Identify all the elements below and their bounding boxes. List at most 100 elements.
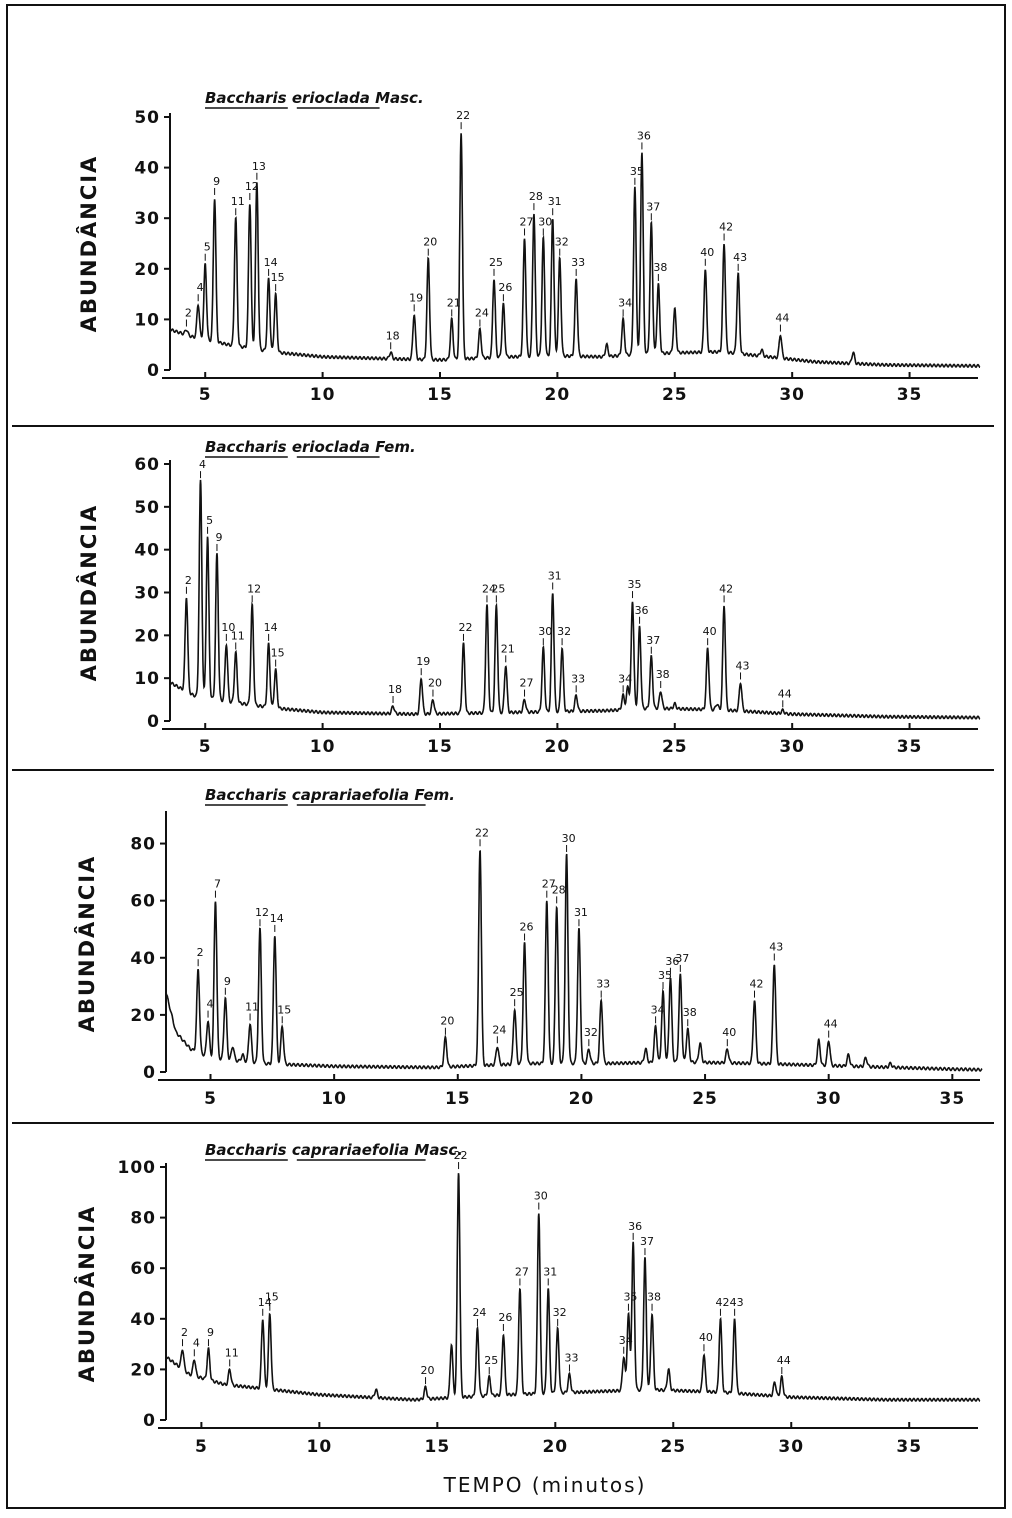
panel-4-peak-label: 15 bbox=[265, 1291, 279, 1304]
panel-4-peak-label: 20 bbox=[421, 1364, 435, 1377]
panel-1-y-tick-label: 40 bbox=[134, 159, 160, 179]
panel-2-y-tick-label: 0 bbox=[147, 712, 160, 732]
panel-2-peak-label: 19 bbox=[416, 655, 430, 668]
panel-4-peak-label: 2 bbox=[181, 1326, 188, 1339]
panel-4-peak-label: 9 bbox=[207, 1326, 214, 1339]
panel-1-peak-label: 25 bbox=[489, 256, 503, 269]
panel-1-peak-label: 22 bbox=[456, 109, 470, 122]
panel-1-title: Baccharis erioclada Masc. bbox=[205, 89, 424, 107]
panel-1-peak-label: 31 bbox=[548, 195, 562, 208]
panel-2-x-tick-label: 10 bbox=[310, 737, 336, 757]
panel-2-peak-label: 40 bbox=[703, 625, 717, 638]
panel-2-y-tick-label: 60 bbox=[134, 455, 160, 475]
panel-3-peak-label: 34 bbox=[651, 1003, 665, 1016]
panel-2-peak-label: 25 bbox=[491, 582, 505, 595]
panel-2-peak-label: 9 bbox=[215, 531, 222, 544]
panel-4-x-tick-label: 25 bbox=[660, 1437, 686, 1457]
panel-2-y-tick-label: 10 bbox=[134, 669, 160, 689]
panel-4-peak-label: 22 bbox=[454, 1149, 468, 1162]
panel-4-peak-label: 4 bbox=[193, 1336, 200, 1349]
panel-2-peak-label: 12 bbox=[247, 582, 261, 595]
panel-2-peak-label: 36 bbox=[635, 604, 649, 617]
panel-4-peak-label: 31 bbox=[543, 1265, 557, 1278]
panel-2-y-tick-label: 40 bbox=[134, 541, 160, 561]
panel-3-peak-label: 38 bbox=[683, 1006, 697, 1019]
panel-2-y-axis-label: ABUNDÂNCIA bbox=[76, 504, 101, 682]
panel-2-peak-label: 10 bbox=[221, 621, 235, 634]
panel-1-peak-label: 32 bbox=[555, 236, 569, 249]
panel-3-y-tick-label: 40 bbox=[130, 949, 156, 969]
panel-3-peak-label: 26 bbox=[520, 921, 534, 934]
panel-2-x-tick-label: 25 bbox=[662, 737, 688, 757]
panel-4-peak-label: 32 bbox=[553, 1306, 567, 1319]
panel-1-y-axis-label: ABUNDÂNCIA bbox=[76, 155, 101, 333]
panel-1-y-tick-label: 0 bbox=[147, 361, 160, 381]
panel-4-y-tick-label: 80 bbox=[130, 1209, 156, 1229]
panel-1-peak-label: 15 bbox=[271, 271, 285, 284]
panel-4-peak-label: 44 bbox=[777, 1354, 791, 1367]
panel-3-peak-label: 36 bbox=[665, 955, 679, 968]
panel-2-x-tick-label: 20 bbox=[545, 737, 571, 757]
panel-2-peak-label: 15 bbox=[271, 647, 285, 660]
panel-4-peak-label: 38 bbox=[647, 1291, 661, 1304]
panel-1-peak-label: 2 bbox=[185, 307, 192, 320]
panel-3-peak-label: 20 bbox=[440, 1015, 454, 1028]
panel-4-y-tick-label: 60 bbox=[130, 1259, 156, 1279]
panel-2-peak-label: 14 bbox=[264, 621, 278, 634]
panel-3-x-tick-label: 25 bbox=[692, 1089, 718, 1109]
panel-4-peak-label: 33 bbox=[564, 1351, 578, 1364]
panel-1-peak-label: 42 bbox=[719, 221, 733, 234]
panel-3-y-axis-label: ABUNDÂNCIA bbox=[74, 855, 99, 1033]
panel-1-peak-label: 11 bbox=[231, 195, 245, 208]
panel-4-y-axis-label: ABUNDÂNCIA bbox=[74, 1205, 99, 1383]
panel-2-peak-label: 31 bbox=[548, 570, 562, 583]
panel-4-peak-label: 11 bbox=[225, 1346, 239, 1359]
panel-4-y-tick-label: 0 bbox=[143, 1411, 156, 1431]
panel-2-peak-label: 4 bbox=[199, 458, 206, 471]
panel-1-x-tick-label: 15 bbox=[427, 385, 453, 405]
panel-1-peak-label: 21 bbox=[447, 296, 461, 309]
panel-1-peak-label: 26 bbox=[498, 281, 512, 294]
panel-2-peak-label: 33 bbox=[571, 672, 585, 685]
panel-4-peak-label: 35 bbox=[623, 1291, 637, 1304]
panel-2-peak-label: 37 bbox=[646, 634, 660, 647]
panel-1-peak-label: 12 bbox=[245, 180, 259, 193]
panel-1-peak-label: 4 bbox=[197, 281, 204, 294]
panel-1-peak-label: 37 bbox=[646, 200, 660, 213]
panel-4-y-tick-label: 40 bbox=[130, 1310, 156, 1330]
panel-4-peak-label: 25 bbox=[484, 1354, 498, 1367]
panel-4-x-tick-label: 10 bbox=[307, 1437, 333, 1457]
panel-4-peak-label: 27 bbox=[515, 1265, 529, 1278]
panel-1-peak-label: 35 bbox=[630, 165, 644, 178]
panel-1-peak-label: 27 bbox=[520, 215, 534, 228]
panel-2-y-tick-label: 20 bbox=[134, 626, 160, 646]
panel-1-y-tick-label: 50 bbox=[134, 108, 160, 128]
panel-2-peak-label: 21 bbox=[501, 642, 515, 655]
panel-1-peak-label: 44 bbox=[775, 312, 789, 325]
panel-4-peak-label: 24 bbox=[472, 1306, 486, 1319]
panel-3-x-tick-label: 10 bbox=[321, 1089, 347, 1109]
panel-2-peak-label: 22 bbox=[458, 621, 472, 634]
panel-1-peak-label: 20 bbox=[423, 236, 437, 249]
panel-3-peak-label: 31 bbox=[574, 906, 588, 919]
panel-3-x-tick-label: 5 bbox=[204, 1089, 217, 1109]
panel-1-x-tick-label: 5 bbox=[199, 385, 212, 405]
panel-3-peak-label: 40 bbox=[722, 1026, 736, 1039]
panel-2-trace bbox=[169, 479, 981, 720]
panel-1-x-tick-label: 10 bbox=[310, 385, 336, 405]
panel-1-peak-label: 38 bbox=[653, 261, 667, 274]
panel-4-peak-label: 26 bbox=[498, 1311, 512, 1324]
panel-1-y-tick-label: 10 bbox=[134, 310, 160, 330]
panel-3-x-tick-label: 15 bbox=[445, 1089, 471, 1109]
panel-4-peak-label: 36 bbox=[628, 1220, 642, 1233]
panel-3-peak-label: 12 bbox=[255, 906, 269, 919]
panel-3-peak-label: 14 bbox=[270, 912, 284, 925]
panel-1-peak-label: 14 bbox=[264, 256, 278, 269]
panel-2-peak-label: 27 bbox=[520, 677, 534, 690]
panel-2-peak-label: 38 bbox=[656, 668, 670, 681]
panel-3-title: Baccharis caprariaefolia Fem. bbox=[205, 786, 455, 804]
panel-2-x-tick-label: 5 bbox=[199, 737, 212, 757]
panel-3-peak-label: 7 bbox=[214, 878, 221, 891]
